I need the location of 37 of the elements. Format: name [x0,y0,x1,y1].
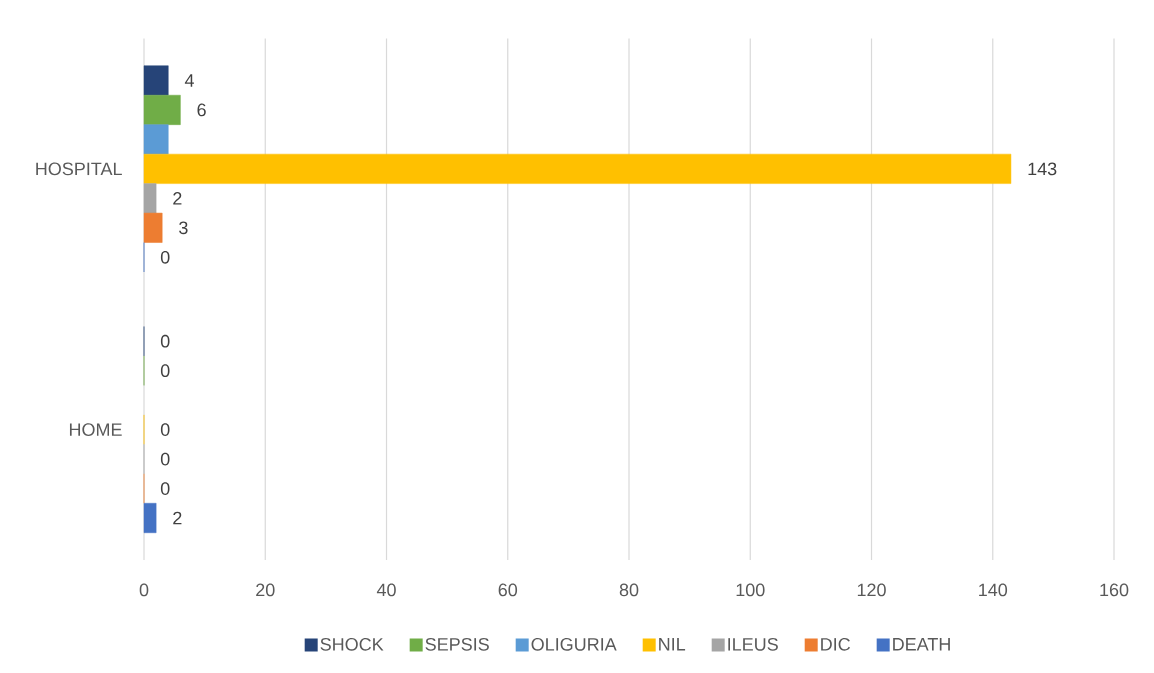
data-label: 0 [160,250,170,264]
x-tick-label: 40 [376,583,396,597]
data-label: 2 [173,192,182,205]
bar [143,124,169,155]
data-label: 0 [160,482,170,495]
legend-label: SHOCK [320,637,384,651]
x-tick-label: 160 [1100,583,1129,597]
bar [143,153,1012,184]
bar [143,183,157,214]
data-label: 4 [184,74,194,87]
bar [143,212,163,243]
data-label: 0 [160,334,170,348]
x-tick-label: 120 [857,583,886,597]
x-tick-label: 140 [979,583,1008,597]
legend-label: DIC [821,637,850,651]
legend-label: NIL [659,638,686,651]
bar [143,65,169,96]
x-tick-label: 0 [139,583,149,597]
x-tick-label: 100 [736,583,765,597]
bar [143,503,157,533]
data-label: 3 [179,221,188,235]
x-tick-label: 20 [256,583,275,597]
data-label: 0 [160,364,170,378]
legend-label: SEPSIS [425,637,489,651]
bar [143,94,181,125]
data-label: 143 [1028,162,1057,176]
data-label: 6 [197,103,206,117]
data-label: 2 [173,511,182,525]
legend-label: DEATH [893,638,950,651]
y-tick-label: HOSPITAL [36,162,122,176]
legend-label: ILEUS [728,637,778,651]
y-tick-label: HOME [69,423,122,436]
data-label: 0 [160,452,170,466]
x-tick-label: 80 [619,583,639,597]
x-tick-label: 60 [498,583,518,597]
data-label: 0 [160,423,170,436]
legend-label: OLIGURIA [531,637,617,651]
